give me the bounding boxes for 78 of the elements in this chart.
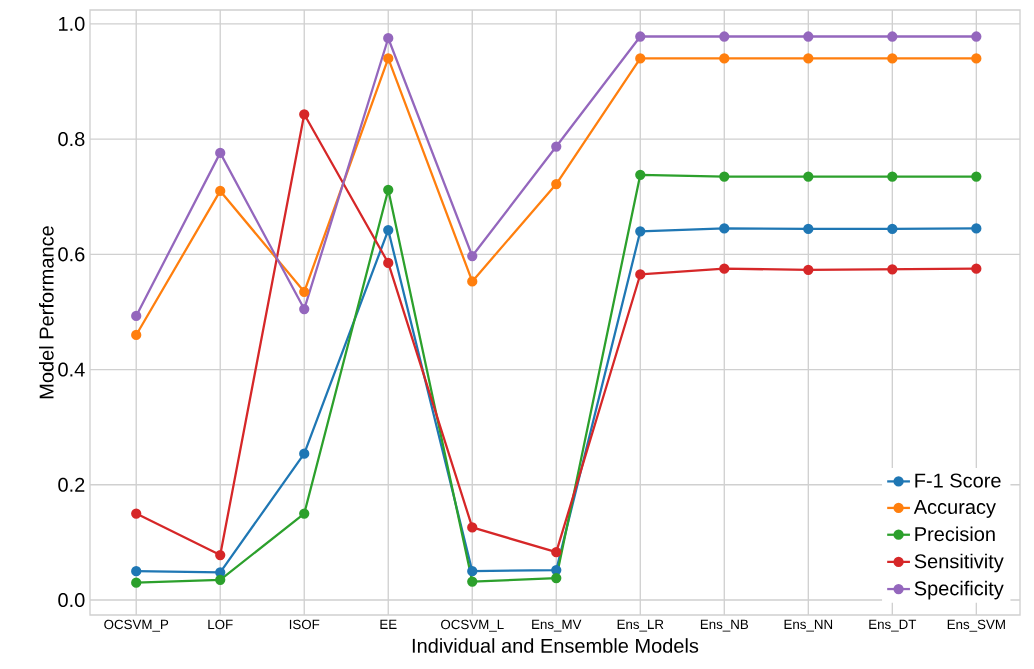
- point: [383, 184, 394, 195]
- legend-label: F-1 Score: [915, 473, 1001, 488]
- point: [131, 329, 142, 341]
- point: [635, 31, 646, 42]
- x-tick-label: Ens_NN: [784, 619, 833, 632]
- point: [803, 171, 814, 182]
- point: [131, 566, 142, 577]
- legend-label: Precision: [915, 526, 995, 542]
- x-tick-label: ISOF: [289, 619, 320, 630]
- point: [215, 549, 226, 561]
- point: [215, 147, 226, 159]
- point: [887, 53, 898, 64]
- x-axis-title: Individual and Ensemble Models: [412, 638, 699, 653]
- point: [467, 522, 478, 533]
- y-tick-label: 0.2: [58, 477, 85, 492]
- point: [551, 547, 562, 558]
- legend-label: Sensitivity: [914, 553, 1004, 573]
- point: [887, 223, 898, 235]
- x-tick-label: Ens_MV: [532, 619, 582, 632]
- point: [803, 31, 814, 42]
- point: [467, 250, 478, 262]
- point: [383, 224, 394, 236]
- y-tick-label: 0.8: [58, 131, 85, 147]
- point: [131, 310, 142, 322]
- y-tick-label: 0.0: [58, 592, 85, 608]
- point: [551, 572, 562, 584]
- x-tick-label: EE: [380, 619, 397, 629]
- x-tick-label: Ens_NB: [700, 619, 749, 632]
- point: [635, 53, 646, 64]
- point: [887, 31, 898, 42]
- point: [635, 169, 646, 180]
- point: [383, 33, 394, 44]
- point: [383, 257, 394, 269]
- y-axis-title: Model Performance: [38, 226, 54, 399]
- point: [551, 141, 562, 152]
- x-tick-label: OCSVM_L: [441, 619, 504, 632]
- legend-label: Accuracy: [913, 500, 996, 518]
- point: [971, 223, 982, 234]
- y-tick-label: 0.4: [58, 362, 85, 377]
- point: [467, 566, 478, 577]
- point: [299, 448, 310, 459]
- point: [971, 263, 982, 274]
- x-tick-label: Ens_LR: [617, 619, 664, 632]
- point: [635, 226, 646, 237]
- point: [299, 109, 310, 120]
- point: [887, 264, 898, 275]
- point: [719, 171, 730, 182]
- point: [719, 223, 730, 234]
- x-tick-label: Ens_DT: [869, 619, 917, 632]
- point: [299, 508, 310, 519]
- point: [803, 223, 814, 235]
- point: [971, 171, 982, 182]
- point: [299, 286, 310, 297]
- point: [131, 577, 142, 588]
- point: [719, 53, 730, 64]
- point: [215, 574, 226, 585]
- point: [131, 508, 142, 519]
- point: [215, 185, 226, 197]
- point: [299, 303, 310, 315]
- point: [971, 53, 982, 64]
- point: [467, 576, 478, 587]
- x-tick-label: Ens_SVM: [947, 619, 1005, 632]
- point: [971, 31, 982, 42]
- y-tick-label: 1.0: [59, 16, 85, 31]
- y-tick-label: 0.6: [58, 247, 85, 262]
- legend-label: Specificity: [914, 580, 1004, 600]
- point: [635, 269, 646, 280]
- x-tick-label: OCSVM_P: [104, 619, 169, 632]
- point: [719, 31, 730, 42]
- x-tick-label: LOF: [208, 619, 233, 630]
- point: [383, 53, 394, 64]
- point: [551, 564, 562, 576]
- point: [803, 264, 814, 275]
- point: [887, 171, 898, 182]
- point: [467, 276, 478, 287]
- point: [719, 263, 730, 274]
- point: [551, 178, 562, 190]
- point: [803, 53, 814, 64]
